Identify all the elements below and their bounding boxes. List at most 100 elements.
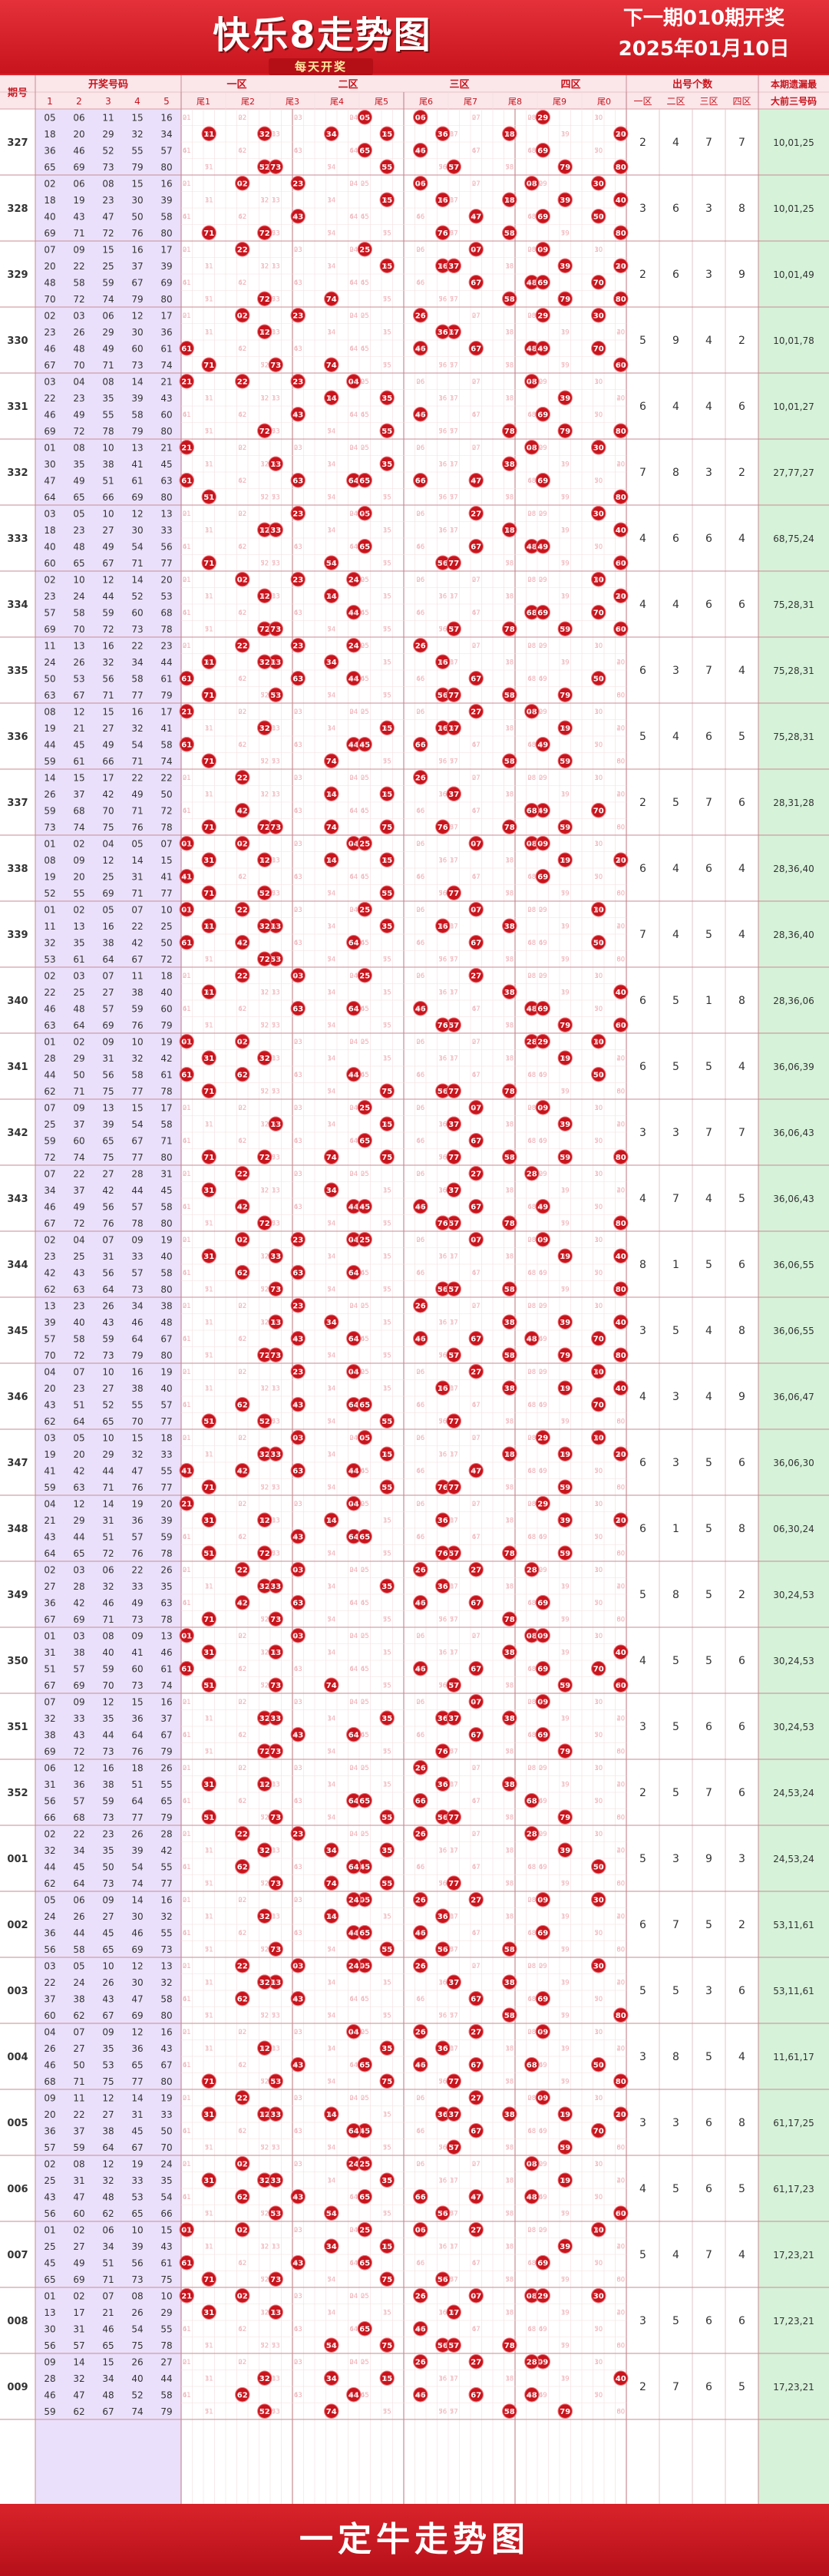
miss-number: 65 <box>361 213 369 221</box>
hit-ball-number: 24 <box>348 1896 359 1904</box>
zone-count: 6 <box>738 1655 745 1667</box>
draw-number: 32 <box>160 1977 172 1988</box>
miss-number: 64 <box>349 807 358 815</box>
miss-number: 64 <box>349 1600 358 1607</box>
draw-number: 05 <box>73 1960 84 1971</box>
draw-number: 69 <box>73 162 84 173</box>
draw-number: 70 <box>73 624 84 635</box>
hit-ball-number: 69 <box>537 213 548 221</box>
miss-number: 35 <box>383 593 391 600</box>
draw-number: 39 <box>44 1317 55 1328</box>
hit-ball-number: 25 <box>359 246 370 254</box>
zone-count: 4 <box>672 137 679 149</box>
draw-number: 30 <box>44 459 55 470</box>
miss-number: 62 <box>238 2326 246 2333</box>
draw-number: 58 <box>73 607 84 618</box>
miss-number: 63 <box>294 2326 302 2333</box>
draw-number: 12 <box>73 1498 84 1509</box>
miss-number: 21 <box>183 1963 191 1970</box>
draw-number: 59 <box>73 2142 84 2153</box>
miss-number: 71 <box>205 1748 213 1755</box>
miss-number: 28 <box>527 1369 536 1376</box>
draw-number: 75 <box>131 2340 143 2351</box>
zone-count: 2 <box>639 2381 646 2393</box>
zone-count: 7 <box>639 929 646 941</box>
miss-number: 25 <box>361 708 369 716</box>
miss-number: 32 <box>260 527 269 534</box>
miss-number: 37 <box>450 1847 458 1854</box>
miss-number: 35 <box>383 263 391 270</box>
hit-ball <box>557 192 573 207</box>
draw-number: 10 <box>131 2224 143 2235</box>
miss-number: 26 <box>416 246 424 254</box>
zone-count: 5 <box>639 2249 646 2261</box>
miss-number: 28 <box>527 973 536 980</box>
hit-ball-number: 32 <box>259 725 270 733</box>
zone-count: 5 <box>705 1259 712 1271</box>
hit-ball <box>557 291 573 306</box>
hit-ball-number: 68 <box>527 2061 537 2069</box>
miss-number: 61 <box>183 1534 191 1541</box>
draw-number: 04 <box>102 838 114 849</box>
draw-group-header: 开奖号码 <box>88 78 128 91</box>
miss-number: 62 <box>238 1204 246 1211</box>
miss-number: 35 <box>383 1187 391 1194</box>
hit-ball-number: 35 <box>381 1583 392 1591</box>
zone-count: 7 <box>705 1127 712 1139</box>
miss-number: 11 <box>205 197 213 204</box>
miss-number: 29 <box>539 510 547 518</box>
miss-number: 72 <box>260 1682 269 1689</box>
hit-ball-number: 27 <box>471 510 481 518</box>
zone-count: 5 <box>705 1589 712 1601</box>
miss-number: 26 <box>416 1039 424 1046</box>
draw-number: 25 <box>44 1119 55 1130</box>
zone-count: 3 <box>672 1457 679 1469</box>
draw-number: 56 <box>44 1944 55 1955</box>
draw-number: 12 <box>102 2158 114 2169</box>
miss-number: 33 <box>272 1913 280 1920</box>
miss-number: 31 <box>205 989 213 996</box>
hit-ball-number: 64 <box>348 1731 359 1739</box>
hit-ball-number: 79 <box>560 163 570 172</box>
hit-ball-number: 39 <box>560 1121 570 1129</box>
miss-number: 55 <box>383 296 391 303</box>
draw-number: 28 <box>131 1168 143 1179</box>
hit-ball-number: 78 <box>504 1088 515 1096</box>
miss-number: 67 <box>472 1006 481 1013</box>
miss-number: 27 <box>472 1105 481 1112</box>
zone-count: 6 <box>639 1919 646 1931</box>
draw-number: 66 <box>160 2208 172 2219</box>
zone-count: 4 <box>738 533 745 545</box>
draw-number: 02 <box>44 2158 55 2169</box>
hit-ball-number: 67 <box>471 1665 481 1673</box>
miss-number: 07 <box>472 180 481 188</box>
hit-ball-number: 63 <box>292 1467 303 1475</box>
hit-ball-number: 46 <box>415 147 426 155</box>
issue-number: 332 <box>7 467 28 479</box>
miss-number: 39 <box>561 329 570 336</box>
miss-number: 73 <box>272 1088 280 1095</box>
miss-number: 28 <box>527 1765 536 1772</box>
miss-number: 76 <box>438 1682 447 1689</box>
hit-ball-number: 34 <box>326 2243 337 2251</box>
hit-ball-number: 65 <box>359 2259 370 2267</box>
hit-ball-number: 31 <box>203 1649 214 1657</box>
miss-number: 29 <box>539 1765 547 1772</box>
hit-ball-number: 18 <box>504 197 515 205</box>
hit-ball-number: 31 <box>203 1187 214 1195</box>
miss-number: 24 <box>349 1831 358 1838</box>
miss-number: 30 <box>594 378 603 386</box>
miss-number: 23 <box>294 2293 302 2300</box>
hit-ball-number: 02 <box>237 312 248 320</box>
miss-number: 79 <box>561 824 570 831</box>
miss-number: 76 <box>438 1352 447 1359</box>
draw-number: 34 <box>102 2373 114 2384</box>
hit-ball-number: 74 <box>326 1682 337 1690</box>
tail-header: 尾2 <box>241 97 255 107</box>
miss-number: 57 <box>450 296 458 303</box>
miss-number: 21 <box>183 1369 191 1376</box>
miss-number: 30 <box>594 1039 603 1046</box>
miss-number: 72 <box>260 2408 269 2416</box>
miss-number: 72 <box>260 494 269 501</box>
hit-ball-number: 26 <box>415 2028 426 2036</box>
